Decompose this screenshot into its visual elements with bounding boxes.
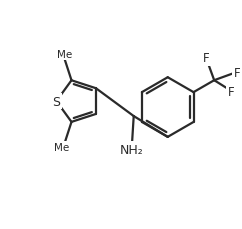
Text: Me: Me bbox=[57, 49, 72, 60]
Text: F: F bbox=[228, 85, 234, 98]
Text: F: F bbox=[203, 52, 210, 65]
Text: F: F bbox=[234, 66, 240, 79]
Text: S: S bbox=[52, 95, 60, 108]
Text: Me: Me bbox=[54, 143, 69, 153]
Text: NH₂: NH₂ bbox=[120, 144, 144, 157]
